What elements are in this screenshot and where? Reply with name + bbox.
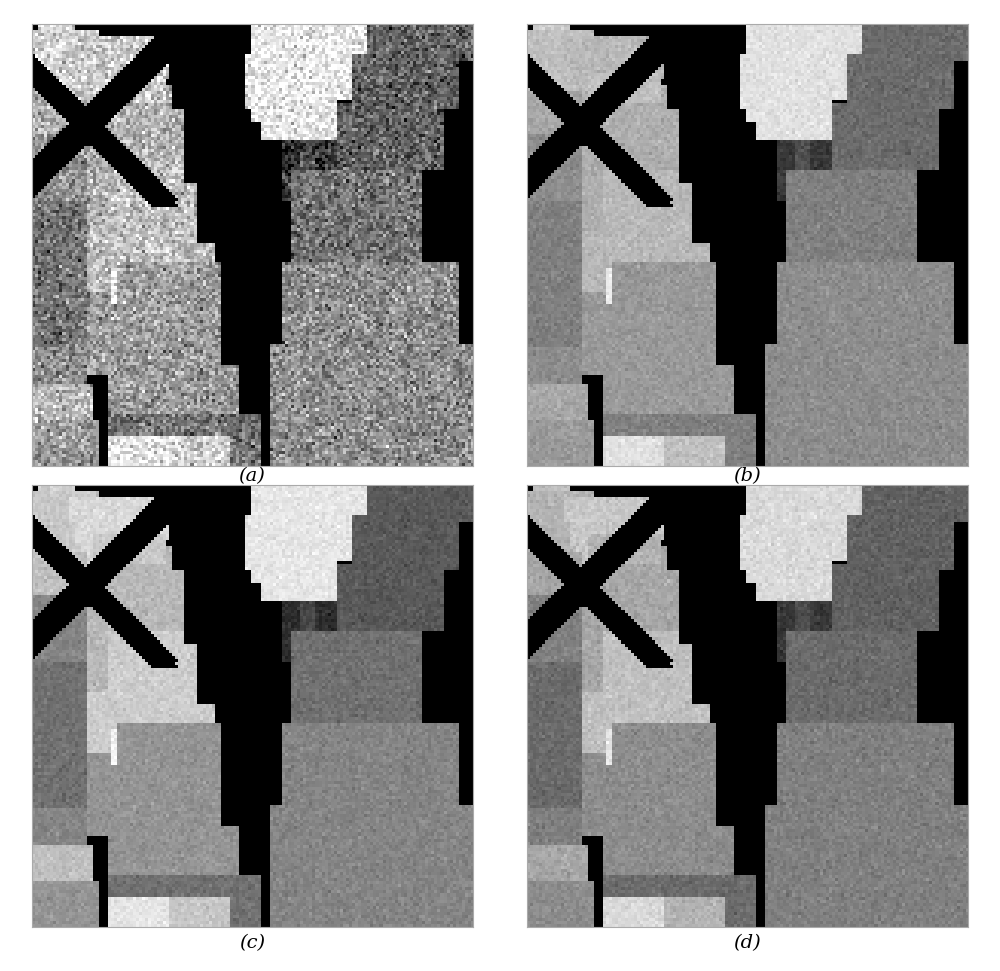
- Text: (b): (b): [733, 467, 761, 486]
- Text: (d): (d): [733, 933, 761, 952]
- Text: (a): (a): [239, 467, 265, 486]
- Text: (c): (c): [239, 933, 265, 952]
